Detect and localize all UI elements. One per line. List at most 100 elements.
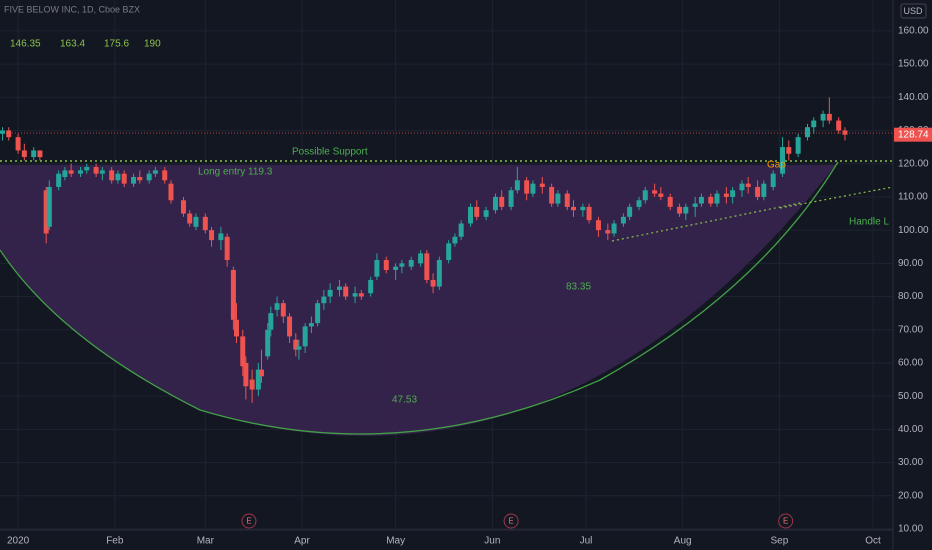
x-tick-label: May <box>386 536 405 547</box>
price-axis <box>893 0 932 550</box>
candle-body <box>620 216 626 224</box>
x-tick-label: Feb <box>106 536 124 547</box>
candle-body <box>121 173 127 184</box>
candle-body <box>499 196 505 207</box>
candle-body <box>31 150 37 158</box>
candle-body <box>308 323 314 327</box>
candle-body <box>474 206 480 217</box>
candle-body <box>224 236 230 261</box>
x-tick-label: Jun <box>484 536 500 547</box>
candle-body <box>580 206 586 211</box>
candle-body <box>524 180 530 194</box>
earnings-label: E <box>508 517 513 526</box>
candle-body <box>770 173 776 187</box>
candle-body <box>234 319 240 337</box>
candle-body <box>15 137 21 151</box>
candle-body <box>761 183 767 197</box>
annotation: 47.53 <box>392 395 417 406</box>
price-tag <box>894 127 932 142</box>
candle-body <box>255 369 261 390</box>
legend-value: 146.35 <box>10 39 41 50</box>
candle-body <box>820 113 826 121</box>
y-tick-label: 140.00 <box>898 92 929 103</box>
candle-body <box>667 196 673 207</box>
candle-body <box>458 223 464 237</box>
candle-body <box>826 113 832 121</box>
candle-body <box>137 176 143 181</box>
legend-value: 190 <box>144 39 161 50</box>
candle-body <box>6 130 12 138</box>
candle-body <box>795 137 801 154</box>
candle-body <box>265 329 271 357</box>
candle-body <box>258 369 264 377</box>
candle-body <box>321 296 327 304</box>
candle-body <box>549 186 555 204</box>
candle-body <box>343 286 349 297</box>
candle-body <box>302 326 308 347</box>
annotation: Handle L <box>849 217 889 228</box>
y-tick-label: 80.00 <box>898 291 923 302</box>
x-tick-label: 2020 <box>7 536 30 547</box>
candle-body <box>418 253 424 264</box>
candle-body <box>452 236 458 244</box>
earnings-marker <box>241 513 257 529</box>
x-tick-label: Oct <box>865 536 881 547</box>
candle-body <box>430 279 436 287</box>
candle-body <box>627 206 633 217</box>
candle-body <box>692 203 698 207</box>
annotation: Possible Support <box>292 147 368 158</box>
candle-body <box>193 216 199 227</box>
candle-body <box>446 243 452 261</box>
candle-body <box>21 150 27 158</box>
candle-body <box>68 170 74 174</box>
candle-body <box>399 263 405 267</box>
x-tick-label: Sep <box>771 536 789 547</box>
candle-body <box>99 170 105 174</box>
candle-body <box>658 193 664 197</box>
candle-body <box>168 183 174 201</box>
candles <box>0 97 848 403</box>
candle-body <box>570 206 576 211</box>
candle-body <box>187 213 193 224</box>
candle-body <box>780 147 786 174</box>
candle-body <box>805 127 811 138</box>
candle-body <box>755 186 761 197</box>
candle-body <box>636 200 642 207</box>
candle-body <box>62 170 68 177</box>
candle-body <box>202 216 208 231</box>
y-tick-label: 10.00 <box>898 524 923 535</box>
candle-body <box>424 253 430 280</box>
candle-body <box>555 193 561 204</box>
candle-body <box>492 196 498 211</box>
candle-body <box>642 190 648 201</box>
price-tag-label: 128.74 <box>898 129 929 140</box>
y-tick-label: 20.00 <box>898 490 923 501</box>
annotation: Long entry 119.3 <box>198 167 273 178</box>
candle-body <box>408 260 414 267</box>
earnings-label: E <box>783 517 788 526</box>
handle-line <box>611 202 801 242</box>
candle-body <box>483 210 489 217</box>
x-tick-label: Apr <box>294 536 310 547</box>
candle-body <box>131 176 137 184</box>
candle-body <box>43 190 49 234</box>
candle-body <box>745 183 751 187</box>
y-tick-label: 40.00 <box>898 424 923 435</box>
x-tick-label: Mar <box>197 536 215 547</box>
y-tick-label: 100.00 <box>898 225 929 236</box>
y-tick-label: 60.00 <box>898 358 923 369</box>
axes: 10.00 20.00 30.00 40.00 50.00 60.00 70.00 80.00… <box>7 26 932 547</box>
candle-body <box>293 339 299 350</box>
candle-body <box>336 286 342 290</box>
candle-body <box>109 170 115 181</box>
candle-body <box>209 230 215 241</box>
annotation: 83.35 <box>566 282 591 293</box>
candle-body <box>230 269 236 320</box>
candle-body <box>368 279 374 294</box>
candle-body <box>352 293 358 297</box>
candle-body <box>46 186 52 227</box>
candle-body <box>383 260 389 270</box>
currency-box <box>900 3 927 19</box>
candle-body <box>595 220 601 231</box>
